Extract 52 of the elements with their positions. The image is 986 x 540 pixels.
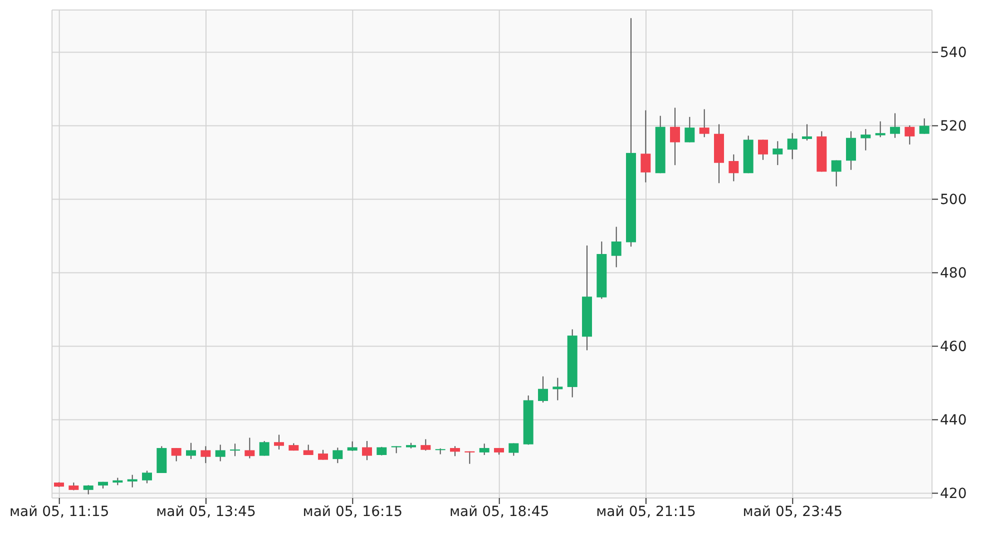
candlestick xyxy=(904,124,915,145)
candlestick xyxy=(611,226,622,268)
candlestick xyxy=(274,434,284,450)
candlestick xyxy=(728,154,739,182)
y-tick-label: 520 xyxy=(940,118,967,135)
candlestick xyxy=(758,139,768,160)
candlestick xyxy=(244,437,255,459)
x-tick-label: май 05, 23:45 xyxy=(742,504,843,520)
candlestick xyxy=(787,132,798,160)
candlestick xyxy=(215,444,226,462)
x-tick-label: май 05, 21:15 xyxy=(596,504,696,520)
candlestick xyxy=(538,376,548,403)
candlestick xyxy=(860,128,871,151)
y-tick-label: 440 xyxy=(940,412,967,429)
candlestick xyxy=(362,440,372,461)
x-tick-label: май 05, 11:15 xyxy=(9,504,110,520)
y-tick-label: 540 xyxy=(940,45,967,62)
candlestick xyxy=(890,112,900,138)
candlestick xyxy=(772,140,783,166)
candlestick xyxy=(332,447,343,464)
candlestick xyxy=(831,160,842,187)
y-tick-label: 480 xyxy=(940,266,967,282)
candlestick xyxy=(420,438,431,452)
candlestick xyxy=(142,470,152,484)
candlestick xyxy=(318,449,328,460)
candlestick xyxy=(450,446,460,457)
candlestick xyxy=(479,443,490,456)
x-tick-label: май 05, 16:15 xyxy=(302,504,403,520)
candlestick xyxy=(171,448,182,462)
y-tick-label: 500 xyxy=(940,192,967,208)
candlestick xyxy=(200,446,211,464)
candlestick xyxy=(259,440,270,456)
candlestick xyxy=(802,124,812,141)
candlestick xyxy=(464,450,475,464)
candlestick xyxy=(699,108,710,138)
candlestick xyxy=(230,443,240,457)
y-tick-label: 460 xyxy=(940,339,967,356)
x-tick-label: май 05, 18:45 xyxy=(449,504,550,520)
candlestick xyxy=(127,474,138,488)
x-tick-label: май 05, 13:45 xyxy=(156,504,256,520)
candlestick xyxy=(552,377,563,401)
y-tick-label: 420 xyxy=(940,486,967,502)
candlestick xyxy=(508,442,519,456)
candlestick xyxy=(640,110,651,183)
candlestick xyxy=(919,118,930,134)
candlestick xyxy=(347,440,358,452)
candlestick xyxy=(846,130,856,170)
candlestick xyxy=(684,116,695,143)
candlestick xyxy=(670,107,680,166)
candlestick xyxy=(83,484,94,495)
candlestick xyxy=(186,442,196,460)
candlestick xyxy=(875,120,886,138)
